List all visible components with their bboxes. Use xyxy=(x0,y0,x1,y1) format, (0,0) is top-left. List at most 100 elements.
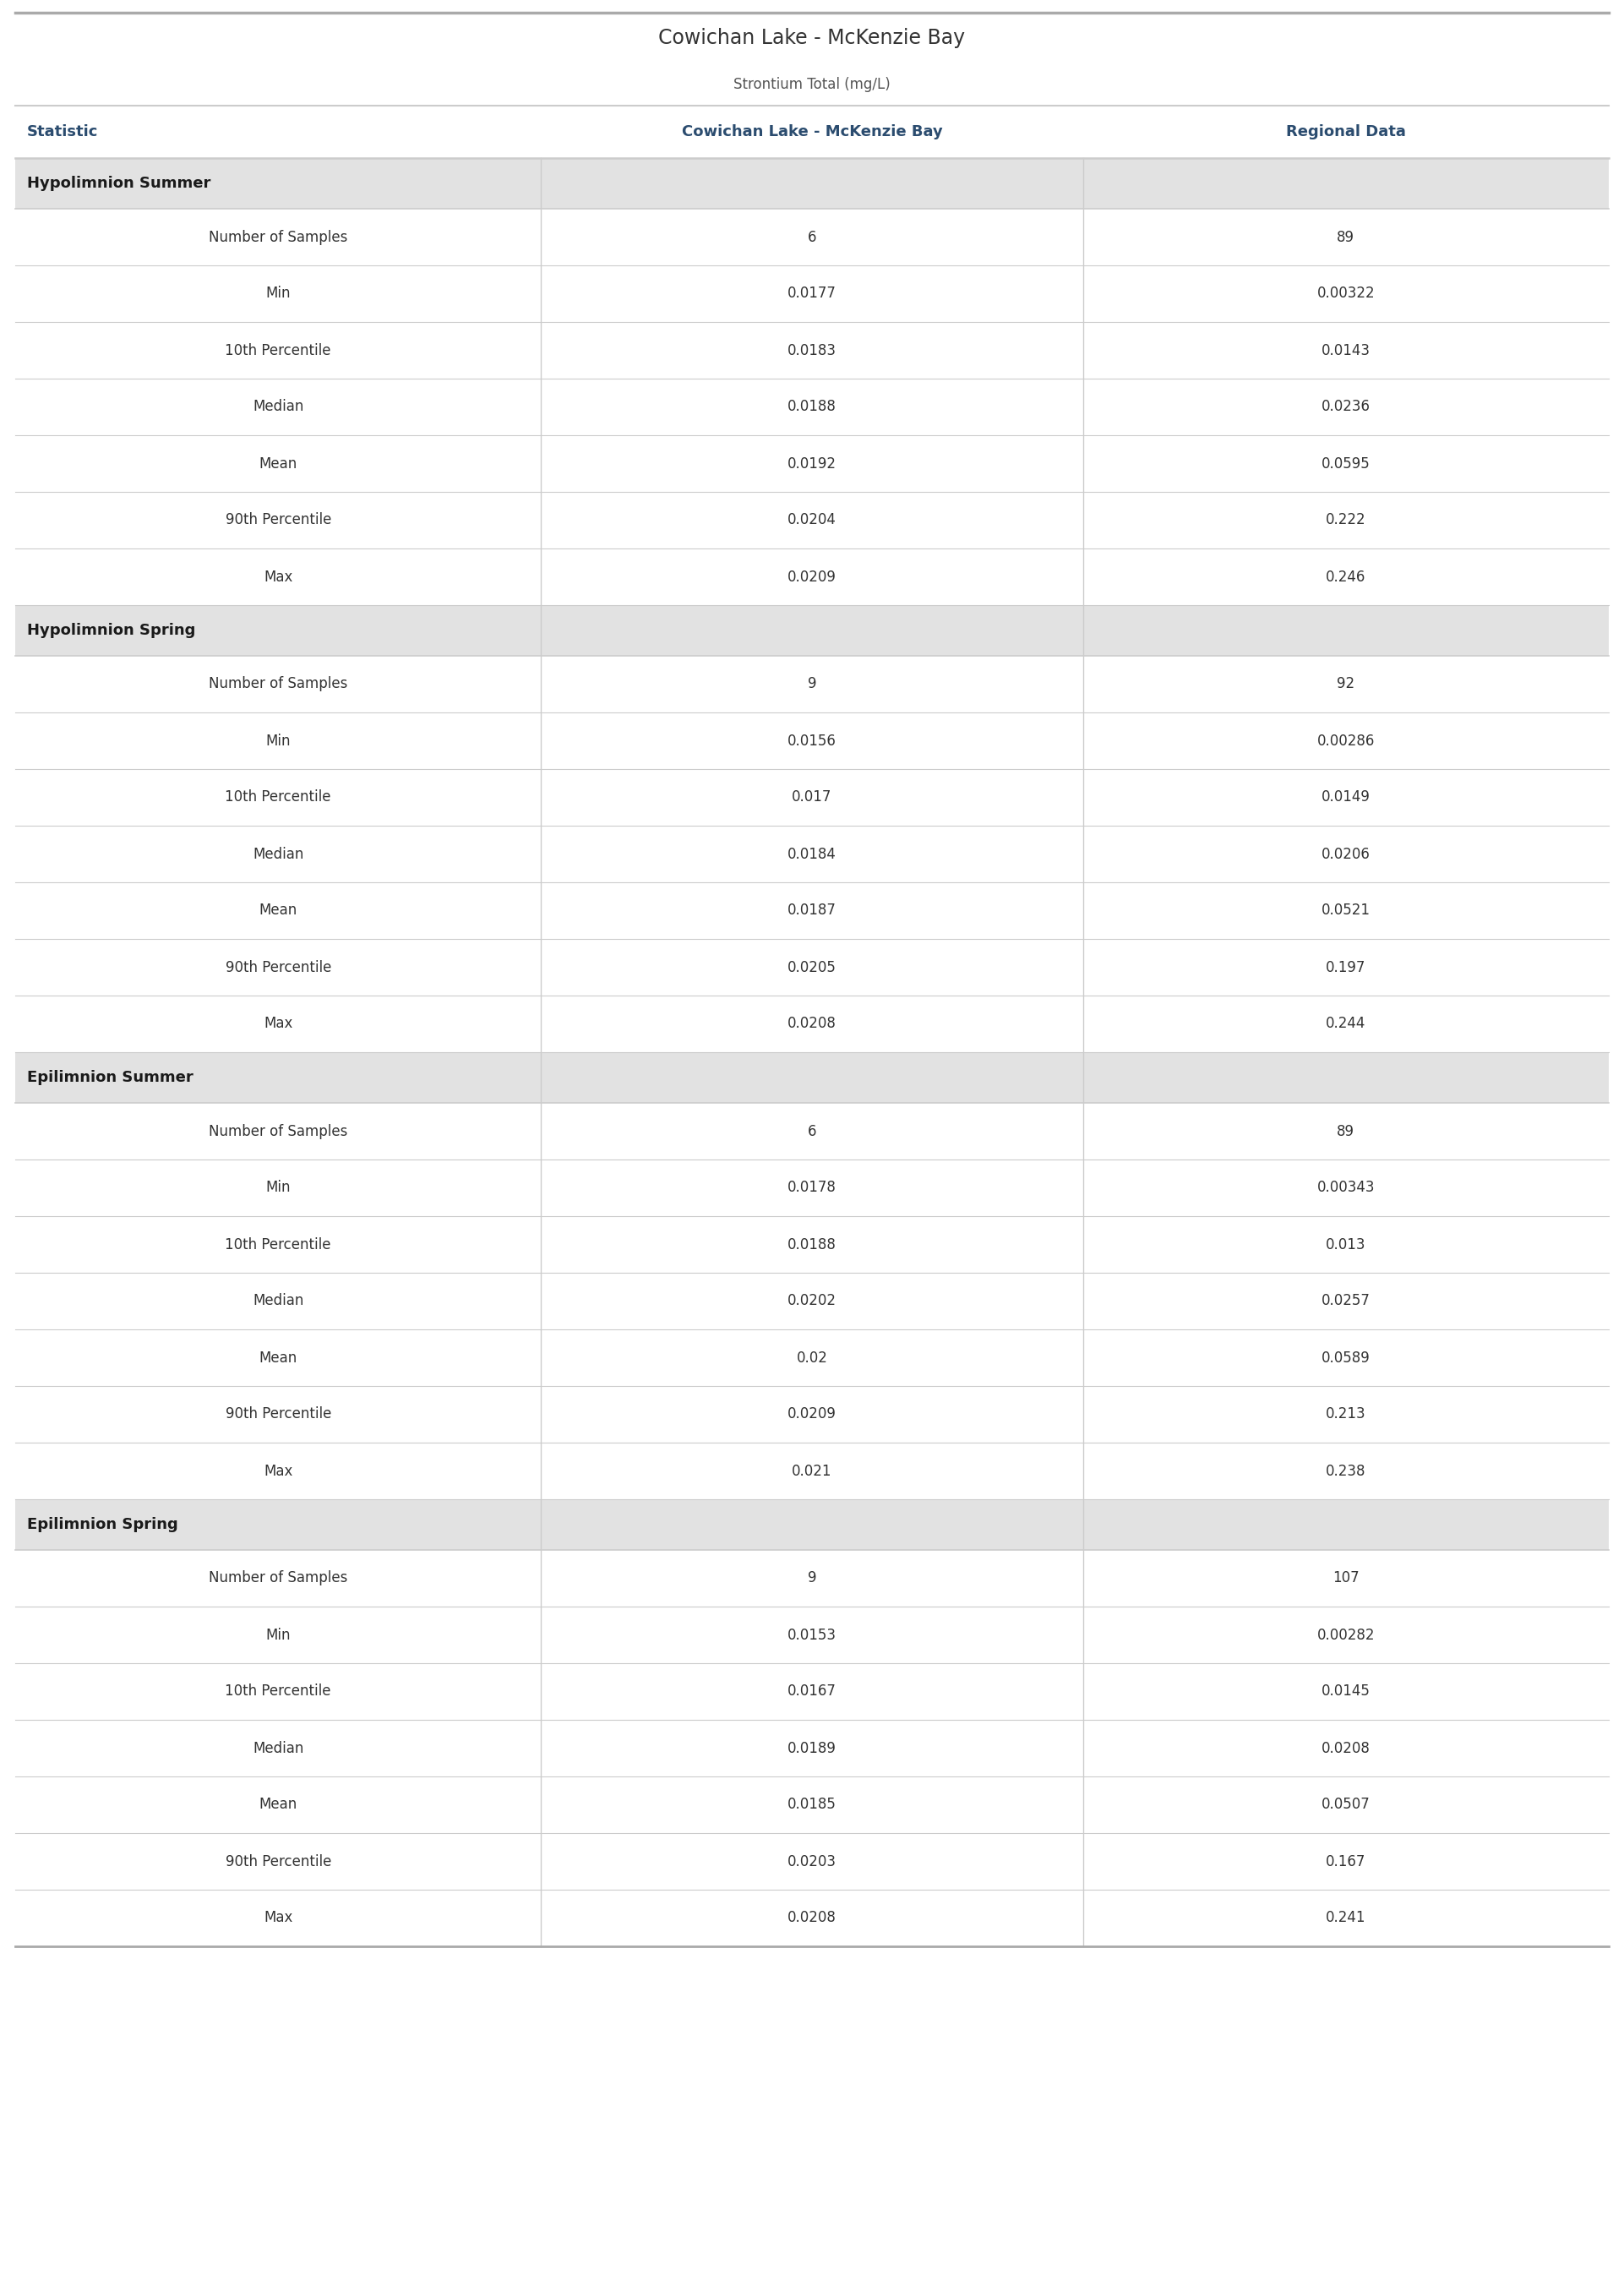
Text: Statistic: Statistic xyxy=(28,125,99,138)
Bar xyxy=(15,1160,1609,1217)
Bar xyxy=(15,940,1609,997)
Text: 10th Percentile: 10th Percentile xyxy=(226,343,331,359)
Text: 0.0192: 0.0192 xyxy=(788,456,836,472)
Text: 6: 6 xyxy=(807,229,817,245)
Text: 0.0589: 0.0589 xyxy=(1322,1351,1371,1364)
Text: Min: Min xyxy=(266,733,291,749)
Text: 0.246: 0.246 xyxy=(1325,570,1366,583)
Text: Max: Max xyxy=(263,1464,292,1478)
Text: Median: Median xyxy=(253,847,304,863)
Text: Min: Min xyxy=(266,1180,291,1196)
Text: 10th Percentile: 10th Percentile xyxy=(226,1684,331,1700)
Text: Max: Max xyxy=(263,1017,292,1031)
Text: Max: Max xyxy=(263,1911,292,1925)
Text: 0.0208: 0.0208 xyxy=(788,1911,836,1925)
Bar xyxy=(15,1498,1609,1550)
Text: 0.0208: 0.0208 xyxy=(1322,1741,1371,1755)
Bar xyxy=(15,713,1609,770)
Text: Median: Median xyxy=(253,1294,304,1310)
Text: 0.0203: 0.0203 xyxy=(788,1855,836,1868)
Text: 0.213: 0.213 xyxy=(1325,1407,1366,1421)
Bar xyxy=(15,1273,1609,1330)
Text: 9: 9 xyxy=(807,676,817,692)
Text: 0.0595: 0.0595 xyxy=(1322,456,1371,472)
Text: 0.0188: 0.0188 xyxy=(788,400,836,415)
Text: Number of Samples: Number of Samples xyxy=(209,1571,348,1587)
Text: 0.0209: 0.0209 xyxy=(788,1407,836,1421)
Text: 0.02: 0.02 xyxy=(796,1351,828,1364)
Bar xyxy=(15,1103,1609,1160)
Text: 0.0184: 0.0184 xyxy=(788,847,836,863)
Text: Cowichan Lake - McKenzie Bay: Cowichan Lake - McKenzie Bay xyxy=(682,125,942,138)
Text: Hypolimnion Summer: Hypolimnion Summer xyxy=(28,175,211,191)
Text: 0.00286: 0.00286 xyxy=(1317,733,1376,749)
Bar xyxy=(15,1550,1609,1607)
Text: 0.0188: 0.0188 xyxy=(788,1237,836,1253)
Text: Mean: Mean xyxy=(260,456,297,472)
Text: 0.0153: 0.0153 xyxy=(788,1628,836,1643)
Bar xyxy=(15,1217,1609,1273)
Bar xyxy=(15,1387,1609,1444)
Text: Mean: Mean xyxy=(260,903,297,919)
Text: 0.013: 0.013 xyxy=(1325,1237,1366,1253)
Bar xyxy=(15,997,1609,1053)
Text: 0.241: 0.241 xyxy=(1325,1911,1366,1925)
Text: Max: Max xyxy=(263,570,292,583)
Text: 0.0145: 0.0145 xyxy=(1322,1684,1371,1700)
Bar xyxy=(15,1444,1609,1498)
Text: 0.0189: 0.0189 xyxy=(788,1741,836,1755)
Text: 0.0178: 0.0178 xyxy=(788,1180,836,1196)
Bar xyxy=(15,379,1609,436)
Bar xyxy=(15,107,1609,159)
Text: Number of Samples: Number of Samples xyxy=(209,676,348,692)
Text: 0.0183: 0.0183 xyxy=(788,343,836,359)
Text: 0.222: 0.222 xyxy=(1325,513,1366,529)
Text: 6: 6 xyxy=(807,1124,817,1140)
Text: 0.0209: 0.0209 xyxy=(788,570,836,583)
Text: 90th Percentile: 90th Percentile xyxy=(226,1855,331,1868)
Text: 0.017: 0.017 xyxy=(793,790,831,806)
Bar xyxy=(15,1053,1609,1103)
Text: 0.0177: 0.0177 xyxy=(788,286,836,302)
Text: 0.0208: 0.0208 xyxy=(788,1017,836,1031)
Text: 0.0202: 0.0202 xyxy=(788,1294,836,1310)
Bar xyxy=(15,322,1609,379)
Text: Strontium Total (mg/L): Strontium Total (mg/L) xyxy=(734,77,890,93)
Text: 0.0204: 0.0204 xyxy=(788,513,836,529)
Text: 90th Percentile: 90th Percentile xyxy=(226,513,331,529)
Text: Hypolimnion Spring: Hypolimnion Spring xyxy=(28,622,195,638)
Text: 0.238: 0.238 xyxy=(1325,1464,1366,1478)
Text: 0.0187: 0.0187 xyxy=(788,903,836,919)
Text: Min: Min xyxy=(266,286,291,302)
Text: 0.0521: 0.0521 xyxy=(1322,903,1371,919)
Text: 0.00343: 0.00343 xyxy=(1317,1180,1376,1196)
Text: 0.197: 0.197 xyxy=(1325,960,1366,974)
Bar xyxy=(15,14,1609,107)
Bar xyxy=(15,883,1609,940)
Text: Number of Samples: Number of Samples xyxy=(209,1124,348,1140)
Text: Median: Median xyxy=(253,1741,304,1755)
Bar xyxy=(15,656,1609,713)
Bar xyxy=(15,1330,1609,1387)
Bar xyxy=(15,1777,1609,1834)
Text: Epilimnion Spring: Epilimnion Spring xyxy=(28,1516,179,1532)
Bar xyxy=(15,159,1609,209)
Text: Mean: Mean xyxy=(260,1798,297,1811)
Text: 0.0149: 0.0149 xyxy=(1322,790,1371,806)
Text: Number of Samples: Number of Samples xyxy=(209,229,348,245)
Text: 0.00282: 0.00282 xyxy=(1317,1628,1376,1643)
Text: 89: 89 xyxy=(1337,1124,1354,1140)
Text: 0.0206: 0.0206 xyxy=(1322,847,1371,863)
Text: 0.0167: 0.0167 xyxy=(788,1684,836,1700)
Text: 90th Percentile: 90th Percentile xyxy=(226,1407,331,1421)
Text: Median: Median xyxy=(253,400,304,415)
Text: 0.0507: 0.0507 xyxy=(1322,1798,1371,1811)
Text: 0.0185: 0.0185 xyxy=(788,1798,836,1811)
Bar xyxy=(15,826,1609,883)
Text: 0.0236: 0.0236 xyxy=(1322,400,1371,415)
Text: 90th Percentile: 90th Percentile xyxy=(226,960,331,974)
Bar xyxy=(15,606,1609,656)
Text: 9: 9 xyxy=(807,1571,817,1587)
Bar xyxy=(15,1607,1609,1664)
Text: 89: 89 xyxy=(1337,229,1354,245)
